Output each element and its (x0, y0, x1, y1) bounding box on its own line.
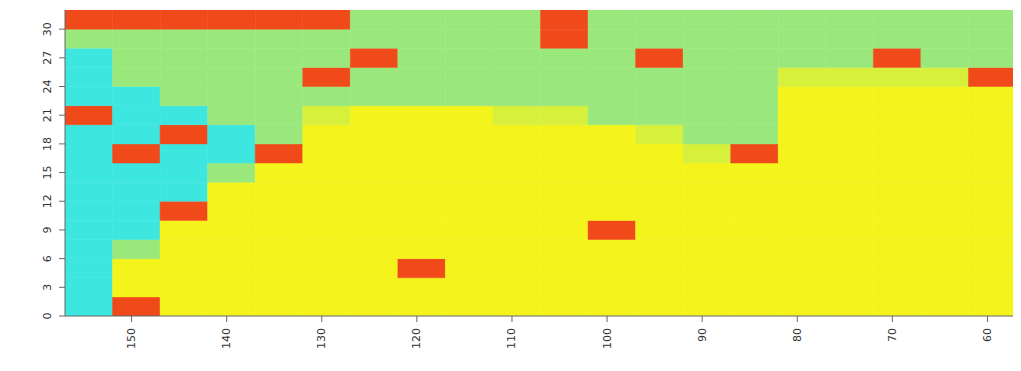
svg-text:100: 100 (601, 328, 614, 349)
svg-text:0: 0 (41, 313, 54, 320)
svg-text:24: 24 (41, 80, 54, 94)
svg-text:18: 18 (41, 137, 54, 151)
svg-text:9: 9 (41, 226, 54, 233)
svg-text:150: 150 (125, 328, 138, 349)
svg-text:21: 21 (41, 108, 54, 122)
svg-text:110: 110 (505, 328, 518, 349)
svg-text:3: 3 (41, 284, 54, 291)
svg-text:120: 120 (410, 328, 423, 349)
svg-text:15: 15 (41, 166, 54, 180)
svg-text:70: 70 (886, 328, 899, 342)
svg-text:80: 80 (791, 328, 804, 342)
svg-text:30: 30 (41, 22, 54, 36)
svg-text:90: 90 (696, 328, 709, 342)
svg-text:6: 6 (41, 255, 54, 262)
svg-text:27: 27 (41, 51, 54, 65)
svg-text:140: 140 (220, 328, 233, 349)
svg-text:60: 60 (981, 328, 994, 342)
svg-text:12: 12 (41, 194, 54, 208)
svg-text:130: 130 (315, 328, 328, 349)
